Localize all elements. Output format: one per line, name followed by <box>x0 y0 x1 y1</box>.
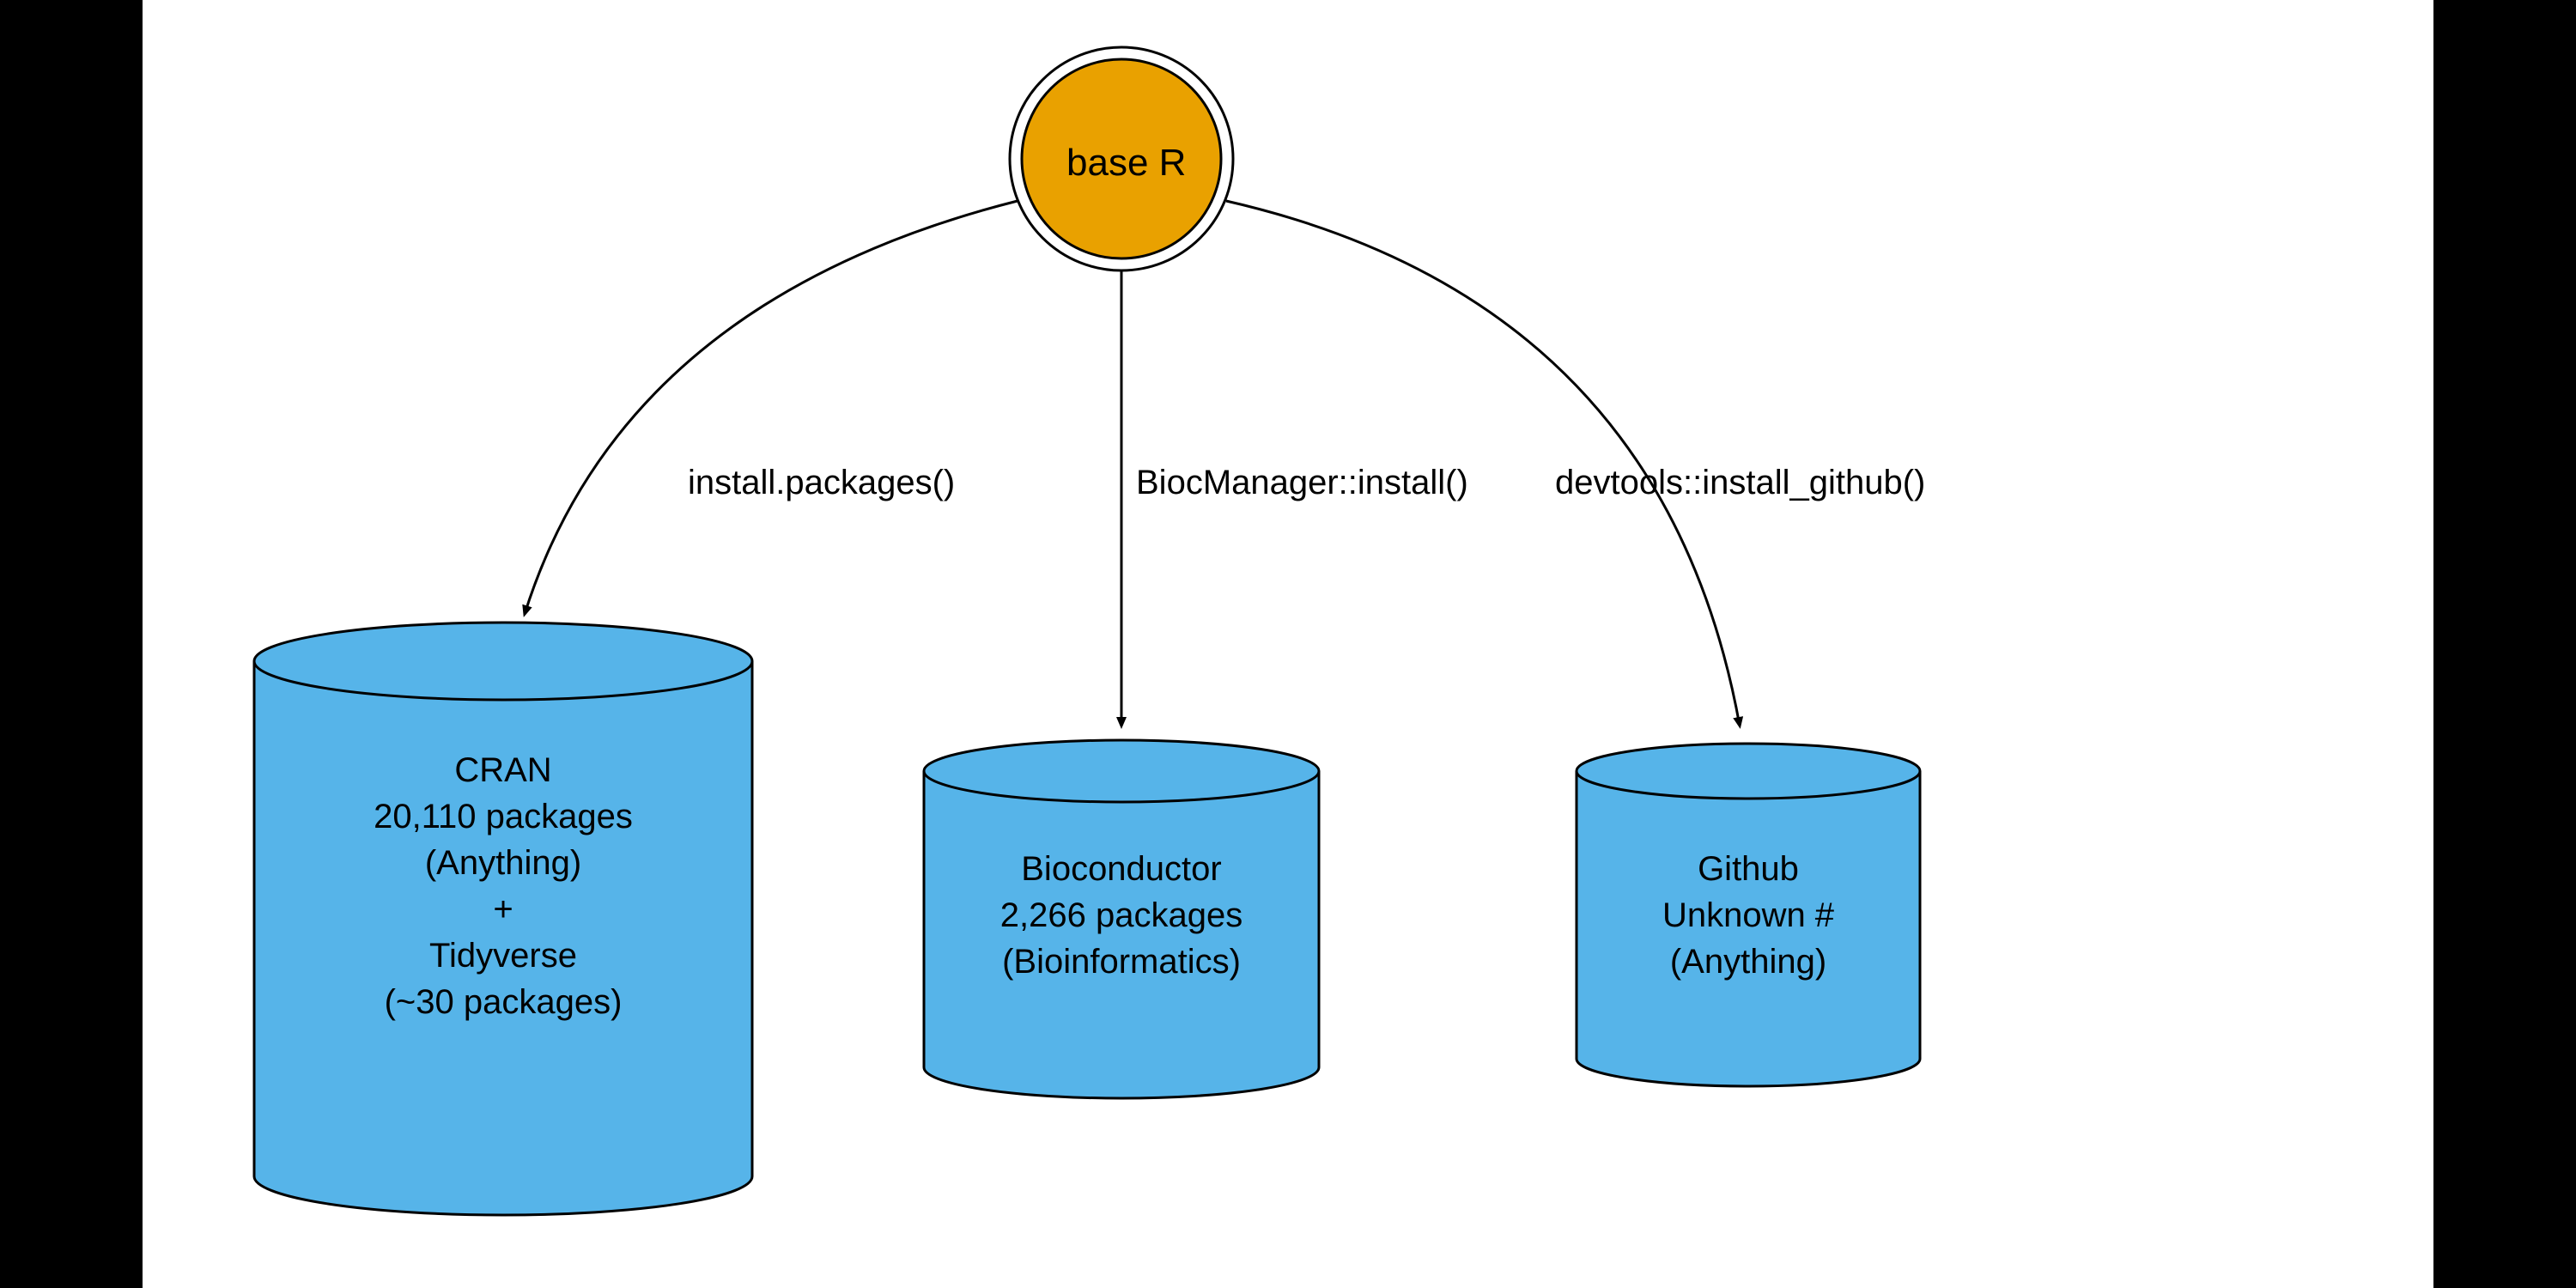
cylinder-top-cran <box>254 623 752 700</box>
cylinder-top-bioconductor <box>924 740 1319 802</box>
cylinder-label-cran: CRAN20,110 packages(Anything)+Tidyverse(… <box>331 747 675 1025</box>
cylinder-top-github <box>1577 744 1920 799</box>
edge-label-cran: install.packages() <box>688 464 955 502</box>
diagram-canvas: base R install.packages() BiocManager::i… <box>143 0 2433 1288</box>
root-label: base R <box>1066 137 1186 188</box>
edge-edge-cran <box>525 201 1018 614</box>
cylinder-label-github: GithubUnknown #(Anything) <box>1594 846 1903 985</box>
diagram-svg <box>143 0 2433 1288</box>
cylinder-label-bioconductor: Bioconductor2,266 packages(Bioinformatic… <box>941 846 1302 985</box>
edge-label-bioc: BiocManager::install() <box>1136 464 1468 502</box>
edge-label-github: devtools::install_github() <box>1555 464 1925 502</box>
